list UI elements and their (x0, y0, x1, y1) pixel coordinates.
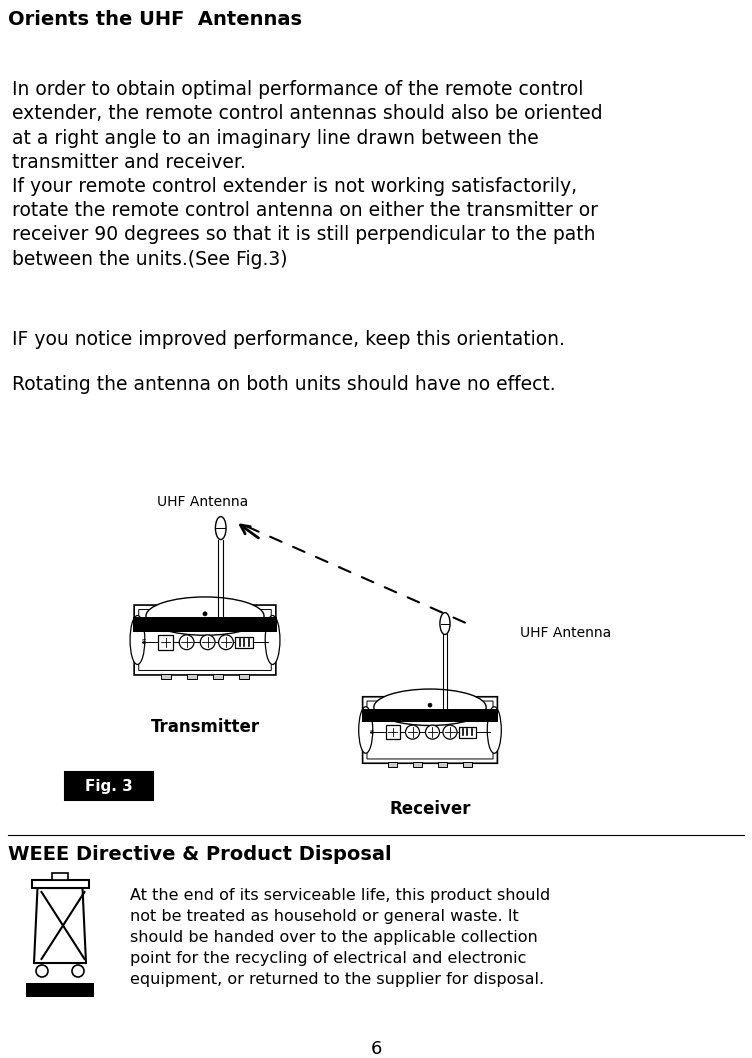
Circle shape (36, 965, 48, 977)
Ellipse shape (374, 689, 486, 726)
Bar (438, 763, 447, 767)
Circle shape (203, 612, 207, 616)
Bar (32, 880, 89, 888)
Text: Transmitter: Transmitter (150, 718, 259, 736)
Bar (239, 674, 249, 679)
Text: UHF Antenna: UHF Antenna (157, 494, 248, 509)
Ellipse shape (130, 616, 145, 664)
Text: UHF Antenna: UHF Antenna (520, 625, 611, 640)
Bar (65, 772, 153, 800)
Bar (462, 763, 472, 767)
FancyBboxPatch shape (138, 609, 271, 671)
Polygon shape (34, 888, 86, 963)
Bar (214, 674, 223, 679)
Bar (235, 637, 253, 647)
Bar (459, 727, 476, 737)
FancyBboxPatch shape (362, 697, 497, 763)
Bar (386, 725, 399, 740)
Ellipse shape (487, 707, 502, 753)
FancyBboxPatch shape (367, 701, 493, 759)
Circle shape (428, 704, 432, 707)
Ellipse shape (215, 516, 226, 540)
Bar (26, 983, 94, 997)
Circle shape (426, 725, 439, 740)
Text: E: E (369, 730, 373, 734)
Bar (158, 635, 173, 650)
Bar (388, 763, 397, 767)
Text: Fig. 3: Fig. 3 (85, 779, 133, 794)
Circle shape (179, 635, 194, 650)
Text: 6: 6 (370, 1040, 382, 1058)
Ellipse shape (146, 597, 264, 635)
Circle shape (219, 635, 233, 650)
Text: At the end of its serviceable life, this product should
not be treated as househ: At the end of its serviceable life, this… (130, 888, 550, 987)
Ellipse shape (265, 616, 280, 664)
Circle shape (72, 965, 84, 977)
Bar (52, 873, 68, 880)
Bar (413, 763, 422, 767)
Text: IF you notice improved performance, keep this orientation.: IF you notice improved performance, keep… (12, 330, 565, 349)
Text: Rotating the antenna on both units should have no effect.: Rotating the antenna on both units shoul… (12, 375, 556, 394)
Text: WEEE Directive & Product Disposal: WEEE Directive & Product Disposal (8, 845, 392, 864)
Text: Receiver: Receiver (390, 800, 471, 818)
FancyBboxPatch shape (134, 605, 276, 675)
Bar (187, 674, 197, 679)
Text: In order to obtain optimal performance of the remote control
extender, the remot: In order to obtain optimal performance o… (12, 80, 602, 269)
Circle shape (405, 725, 420, 740)
Bar (362, 709, 499, 723)
Ellipse shape (359, 707, 373, 753)
Text: Orients the UHF  Antennas: Orients the UHF Antennas (8, 10, 302, 29)
Text: E: E (141, 639, 145, 645)
Circle shape (200, 635, 215, 650)
Ellipse shape (440, 613, 450, 635)
Bar (161, 674, 171, 679)
Circle shape (443, 725, 457, 740)
Bar (133, 618, 277, 632)
